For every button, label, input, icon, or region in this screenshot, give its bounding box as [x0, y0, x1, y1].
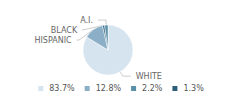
svg-text:A.I.: A.I.: [80, 16, 93, 25]
svg-text:2.2%: 2.2%: [142, 84, 163, 93]
svg-text:12.8%: 12.8%: [96, 84, 122, 93]
svg-text:WHITE: WHITE: [136, 72, 162, 81]
svg-text:BLACK: BLACK: [51, 26, 78, 35]
svg-text:83.7%: 83.7%: [49, 84, 75, 93]
svg-text:HISPANIC: HISPANIC: [34, 36, 72, 45]
svg-text:1.3%: 1.3%: [183, 84, 204, 93]
